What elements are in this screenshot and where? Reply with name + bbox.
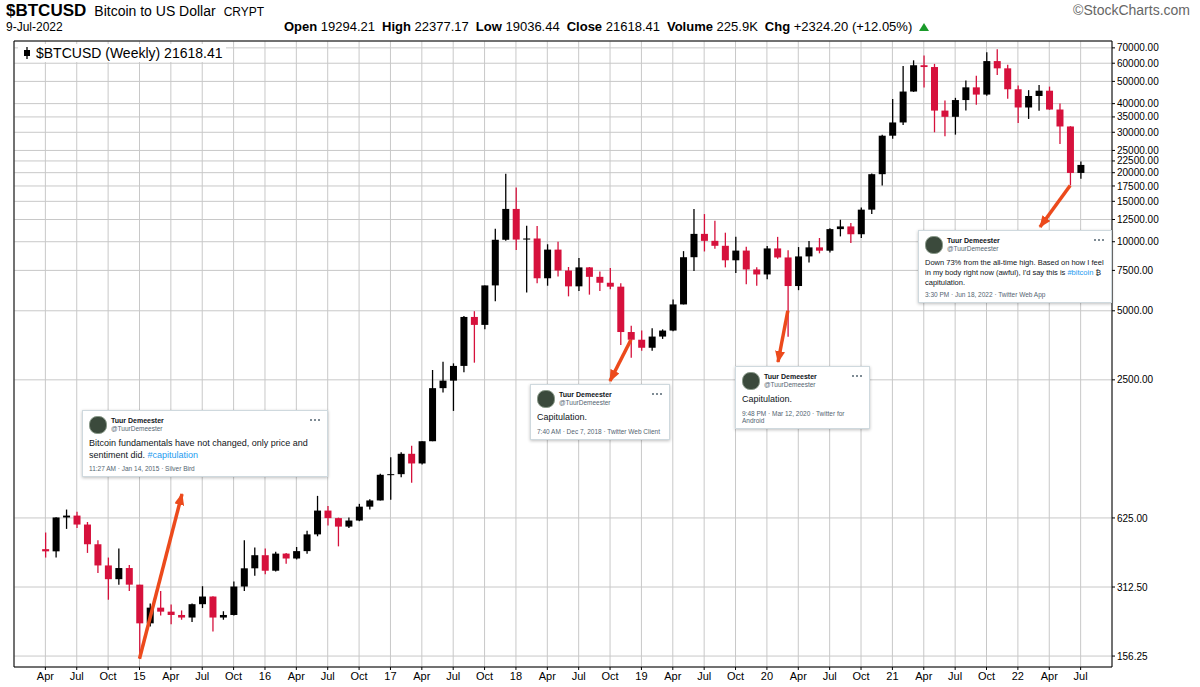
svg-text:21: 21	[886, 670, 898, 682]
svg-text:Oct: Oct	[351, 670, 368, 682]
svg-text:20: 20	[761, 670, 773, 682]
svg-text:Oct: Oct	[727, 670, 744, 682]
html-text:@TuurDemeester: @TuurDemeester	[764, 381, 816, 389]
html-text:Bitcoin to US Dollar: Bitcoin to US Dollar	[94, 3, 216, 19]
html-text:11:27 AM · Jan 14, 2015 · Silv: 11:27 AM · Jan 14, 2015 · Silver Bird	[89, 465, 195, 473]
html-text:7:40 AM · Dec 7, 2018 · Twitte: 7:40 AM · Dec 7, 2018 · Twitter Web Clie…	[537, 427, 660, 435]
svg-text:7500.00: 7500.00	[1117, 265, 1154, 276]
html-text:capitulation.: capitulation.	[925, 277, 965, 287]
svg-text:Apr: Apr	[288, 670, 305, 682]
svg-text:Oct: Oct	[852, 670, 869, 682]
html-text:@TuurDemeester: @TuurDemeester	[111, 425, 163, 433]
svg-text:Oct: Oct	[100, 670, 117, 682]
svg-text:16: 16	[259, 670, 271, 682]
html-text:in my body right now (awful),: in my body right now (awful), I'd say th…	[925, 267, 1101, 277]
html-text:Tuur Demeester: Tuur Demeester	[764, 373, 817, 381]
html-text:Volume 225.9K: Volume 225.9K	[667, 19, 758, 34]
svg-text:Jul: Jul	[1074, 670, 1088, 682]
html-text:@TuurDemeester: @TuurDemeester	[947, 245, 999, 253]
svg-text:Apr: Apr	[1041, 670, 1058, 682]
html-text:@TuurDemeester: @TuurDemeester	[559, 399, 611, 407]
svg-text:Apr: Apr	[790, 670, 807, 682]
svg-text:Apr: Apr	[37, 670, 54, 682]
svg-text:Jul: Jul	[948, 670, 962, 682]
svg-text:Jul: Jul	[321, 670, 335, 682]
svg-text:Jul: Jul	[195, 670, 209, 682]
svg-text:20000.00: 20000.00	[1117, 167, 1159, 178]
svg-text:15: 15	[133, 670, 145, 682]
html-text:Bitcoin fundamentals have not: Bitcoin fundamentals have not changed, o…	[89, 438, 308, 448]
html-text:Close 21618.41: Close 21618.41	[566, 19, 660, 34]
svg-text:Oct: Oct	[476, 670, 493, 682]
svg-text:Apr: Apr	[539, 670, 556, 682]
html-text:sentiment did. #capitulation: sentiment did. #capitulation	[89, 449, 199, 460]
svg-text:Oct: Oct	[601, 670, 618, 682]
svg-text:50000.00: 50000.00	[1117, 76, 1159, 87]
svg-text:60000.00: 60000.00	[1117, 58, 1159, 69]
svg-text:Jul: Jul	[823, 670, 837, 682]
svg-text:22: 22	[1012, 670, 1024, 682]
svg-text:25000.00: 25000.00	[1117, 145, 1159, 156]
svg-text:Apr: Apr	[413, 670, 430, 682]
svg-text:Apr: Apr	[162, 670, 179, 682]
svg-text:Jul: Jul	[697, 670, 711, 682]
svg-text:12500.00: 12500.00	[1117, 214, 1159, 225]
svg-text:Jul: Jul	[572, 670, 586, 682]
svg-text:Oct: Oct	[978, 670, 995, 682]
svg-text:10000.00: 10000.00	[1117, 236, 1159, 247]
html-text:3:30 PM · Jun 18, 2022 · Twitt: 3:30 PM · Jun 18, 2022 · Twitter Web App	[925, 291, 1046, 299]
html-text:9-Jul-2022: 9-Jul-2022	[6, 20, 63, 34]
svg-text:Jul: Jul	[70, 670, 84, 682]
svg-text:70000.00: 70000.00	[1117, 42, 1159, 53]
svg-text:19: 19	[635, 670, 647, 682]
svg-text:156.25: 156.25	[1117, 651, 1148, 662]
svg-text:40000.00: 40000.00	[1117, 98, 1159, 109]
html-text:©StockCharts.com: ©StockCharts.com	[1073, 2, 1190, 18]
html-text:Tuur Demeester: Tuur Demeester	[559, 391, 612, 399]
html-text:Tuur Demeester: Tuur Demeester	[111, 417, 164, 425]
svg-text:Oct: Oct	[225, 670, 242, 682]
html-text:Low 19036.44: Low 19036.44	[475, 19, 560, 34]
svg-text:17500.00: 17500.00	[1117, 181, 1159, 192]
html-text:$BTCUSD: $BTCUSD	[6, 1, 87, 20]
svg-text:625.00: 625.00	[1117, 513, 1148, 524]
svg-text:Apr: Apr	[664, 670, 681, 682]
svg-text:Jul: Jul	[446, 670, 460, 682]
svg-text:2500.00: 2500.00	[1117, 374, 1154, 385]
svg-text:18: 18	[510, 670, 522, 682]
svg-text:35000.00: 35000.00	[1117, 111, 1159, 122]
html-text:High 22377.17: High 22377.17	[382, 19, 469, 34]
html-text:Chg +2324.20 (+12.05%): Chg +2324.20 (+12.05%)	[764, 19, 913, 34]
svg-text:30000.00: 30000.00	[1117, 127, 1159, 138]
html-text:Capitulation.: Capitulation.	[537, 412, 587, 422]
html-text:$BTCUSD (Weekly) 21618.41: $BTCUSD (Weekly) 21618.41	[36, 45, 223, 61]
svg-text:312.50: 312.50	[1117, 582, 1148, 593]
html-text:Capitulation.: Capitulation.	[742, 394, 792, 404]
html-text:CRYPT: CRYPT	[223, 5, 265, 19]
svg-text:Apr: Apr	[915, 670, 932, 682]
html-text:Open 19294.21: Open 19294.21	[284, 19, 376, 34]
html-text:Down 73% from the all-time hig: Down 73% from the all-time high. Based o…	[925, 258, 1104, 267]
svg-text:22500.00: 22500.00	[1117, 155, 1159, 166]
svg-text:17: 17	[384, 670, 396, 682]
html-text:Tuur Demeester: Tuur Demeester	[947, 237, 1000, 245]
html-text:9:48 PM · Mar 12, 2020 · Twitt: 9:48 PM · Mar 12, 2020 · Twitter for And…	[742, 409, 845, 424]
svg-text:5000.00: 5000.00	[1117, 305, 1154, 316]
svg-text:15000.00: 15000.00	[1117, 196, 1159, 207]
